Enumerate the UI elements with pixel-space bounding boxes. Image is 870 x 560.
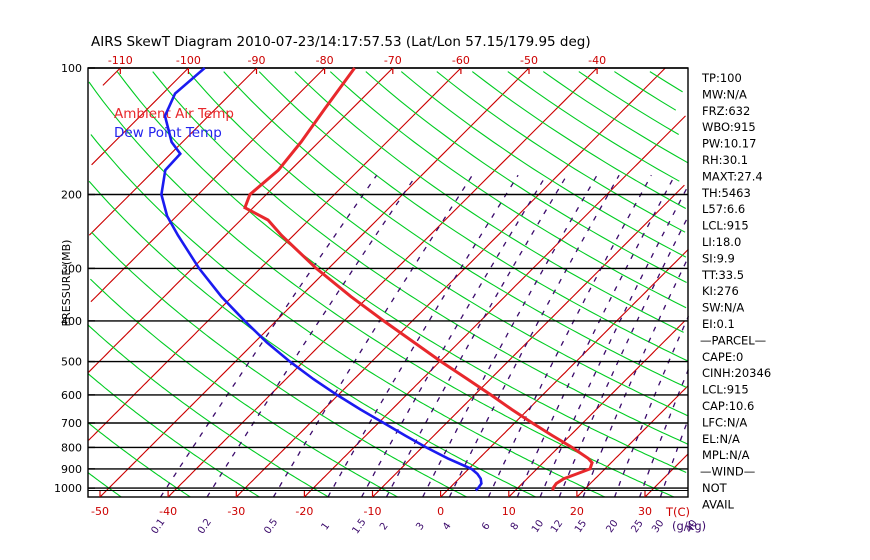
bottom-temperature-labels: -50 -40 -30 -20 -10 0 10 20 30 [91,491,652,518]
index-row: L57:6.6 [702,202,745,216]
index-row: TP:100 [701,71,742,85]
mixing-ratio-tick-label: 8 [509,521,522,533]
top-temp-tick-label: -40 [588,54,606,67]
bottom-temp-tick-label: -30 [227,505,245,518]
bottom-temp-tick-label: 10 [502,505,516,518]
top-temp-tick-label: -60 [452,54,470,67]
dew-point-temp-curve [160,67,483,492]
top-temperature-labels: -110 -100 -90 -80 -70 -60 -50 -40 [108,54,606,74]
bottom-temp-tick-label: -10 [364,505,382,518]
index-row: NOT [702,481,728,495]
index-row: PW:10.17 [702,137,756,151]
top-temp-tick-label: -90 [248,54,266,67]
pressure-tick-label: 300 [61,262,82,275]
index-row: MW:N/A [702,87,747,101]
pressure-tick-label: 400 [61,315,82,328]
index-row: SI:9.9 [702,251,735,265]
index-row: LFC:N/A [702,415,747,429]
top-temp-tick-label: -80 [316,54,334,67]
index-row: CINH:20346 [702,366,771,380]
bottom-temp-tick-label: -40 [159,505,177,518]
pressure-tick-label: 800 [61,441,82,454]
pressure-tick-label: 900 [61,463,82,476]
index-row: TT:33.5 [701,268,744,282]
pressure-tick-label: 700 [61,417,82,430]
mixing-ratio-tick-label: 3 [414,521,427,533]
pressure-tick-label: 100 [61,62,82,75]
mixing-ratio-tick-label: 1 [320,521,333,533]
index-row: EL:N/A [702,432,740,446]
bottom-temp-tick-label: -20 [295,505,313,518]
mixing-ratio-tick-label: 4 [441,521,454,533]
top-temp-tick-label: -110 [108,54,133,67]
index-row: TH:5463 [701,186,751,200]
legend-dewpoint-label: Dew Point Temp [114,125,222,141]
index-row: KI:276 [702,284,739,298]
index-row: CAPE:0 [702,350,743,364]
top-temp-tick-label: -100 [176,54,201,67]
index-row: WBO:915 [702,120,756,134]
index-row: SW:N/A [702,301,744,315]
index-panel: TP:100 MW:N/A FRZ:632 WBO:915 PW:10.17 RH:30.… [700,71,771,511]
top-temp-tick-label: -70 [384,54,402,67]
bottom-temp-tick-label: 0 [437,505,444,518]
index-section-header: —WIND— [700,465,755,479]
temperature-axis-label: T(C) [665,505,690,519]
index-row: LCL:915 [702,219,749,233]
bottom-temp-tick-label: 30 [638,505,652,518]
index-row: EI:0.1 [702,317,735,331]
index-section-header: —PARCEL— [700,333,766,347]
index-row: MAXT:27.4 [702,169,763,183]
index-row: RH:30.1 [702,153,748,167]
mixing-ratio-axis-label: (g/kg) [672,519,706,533]
pressure-tick-label: 600 [61,389,82,402]
bottom-temp-tick-label: -50 [91,505,109,518]
pressure-tick-label: 200 [61,189,82,202]
plot-frame [87,67,689,498]
mixing-ratio-tick-label: 6 [480,521,493,533]
ambient-air-temp-curve [243,67,594,491]
dry-adiabat-gridlines [87,71,689,498]
pressure-tick-label: 1000 [54,482,82,495]
index-row: FRZ:632 [702,104,750,118]
index-row: AVAIL [702,497,735,511]
index-row: MPL:N/A [702,448,750,462]
isotherm-gridlines [88,67,689,498]
top-temp-tick-label: -50 [520,54,538,67]
pressure-tick-label: 500 [61,356,82,369]
index-row: LCL:915 [702,383,749,397]
pressure-axis-ticks: 100 200 300 400 500 600 700 800 900 1000 [54,62,95,495]
page-title: AIRS SkewT Diagram 2010-07-23/14:17:57.5… [91,34,591,50]
index-row: CAP:10.6 [702,399,754,413]
index-row: LI:18.0 [702,235,741,249]
pressure-axis-label: PRESSURE (MB) [60,240,73,327]
bottom-temp-tick-label: 20 [570,505,584,518]
mixing-ratio-tick-label: 2 [378,521,391,533]
legend-temp-label: Ambient Air Temp [114,106,234,122]
